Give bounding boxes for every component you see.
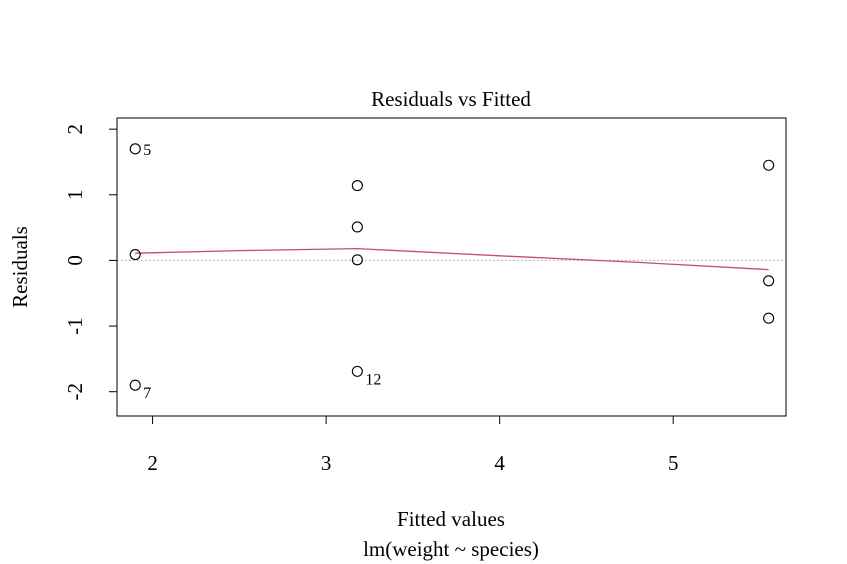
y-tick-label: -2: [63, 383, 87, 401]
chart-subtitle: lm(weight ~ species): [363, 537, 539, 561]
data-point: [351, 254, 363, 266]
smooth-line: [135, 247, 769, 271]
y-tick-label: 1: [63, 190, 87, 201]
data-point: [129, 379, 141, 391]
chart-title: Residuals vs Fitted: [371, 87, 531, 111]
data-point: [351, 180, 363, 192]
data-point: [129, 248, 141, 261]
point-label: 12: [365, 371, 381, 388]
y-tick-label: 2: [63, 124, 87, 135]
x-axis-label: Fitted values: [397, 507, 505, 531]
point-label: 5: [143, 142, 151, 159]
y-axis: -2 -1 0 1 2: [63, 124, 118, 401]
data-point: [351, 365, 363, 377]
y-axis-label: Residuals: [8, 226, 32, 308]
point-label: 7: [143, 385, 151, 402]
y-tick-label: 0: [63, 255, 87, 266]
points-layer: 5 7 12: [129, 142, 775, 402]
data-point: [763, 312, 775, 324]
x-tick-label: 4: [494, 451, 505, 475]
x-axis: 2 3 4 5: [147, 415, 679, 475]
x-tick-label: 5: [668, 451, 679, 475]
y-tick-label: -1: [63, 317, 87, 335]
data-point: [763, 159, 775, 171]
smooth-line-layer: [135, 247, 769, 271]
x-tick-label: 3: [321, 451, 332, 475]
x-tick-label: 2: [147, 451, 158, 475]
data-point: [351, 221, 363, 233]
plot-frame: [116, 117, 787, 417]
data-point: [763, 275, 775, 287]
data-point: [129, 143, 141, 155]
